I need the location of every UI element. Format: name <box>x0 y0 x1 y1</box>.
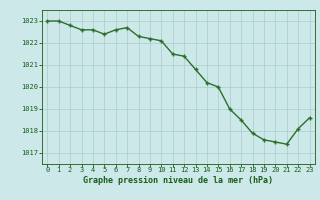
X-axis label: Graphe pression niveau de la mer (hPa): Graphe pression niveau de la mer (hPa) <box>84 176 273 185</box>
